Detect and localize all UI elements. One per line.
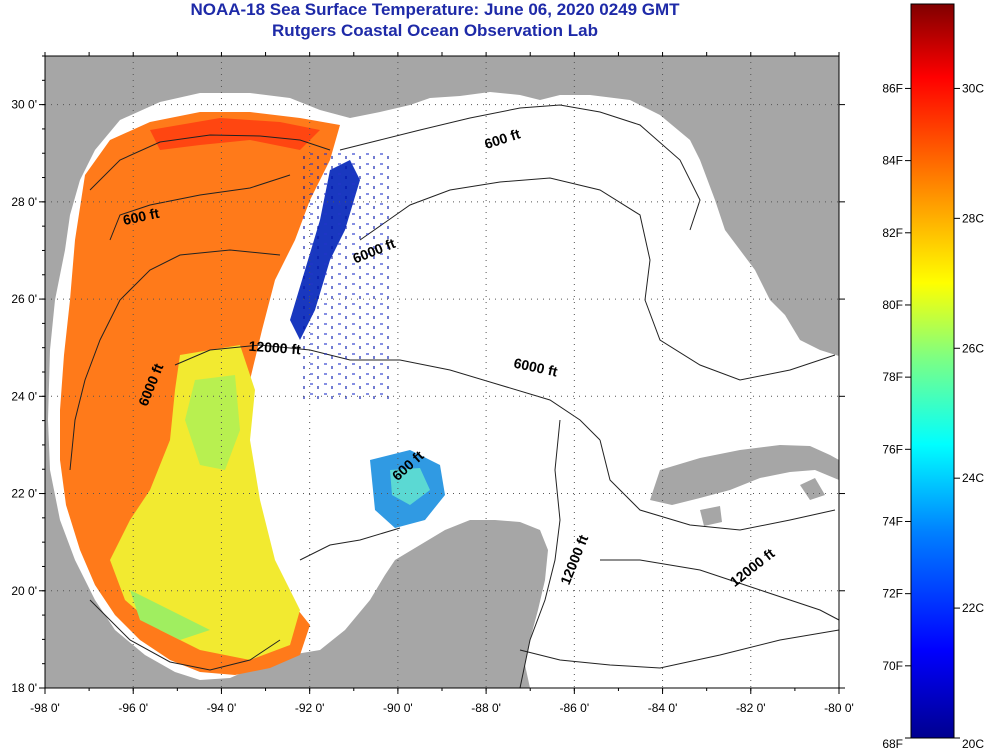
cloud-edge-speckle (300, 150, 390, 400)
lon-tick-label: -86 0' (560, 701, 590, 715)
lon-tick-label: -98 0' (30, 701, 60, 715)
lat-tick-label: 24 0' (11, 389, 37, 403)
land-masses (45, 56, 839, 688)
lon-tick-label: -84 0' (648, 701, 678, 715)
graticule (45, 56, 839, 688)
colorbar-f-label: 80F (882, 298, 903, 312)
colorbar-fahrenheit-labels: 68F 70F 72F 74F 76F 78F 80F 82F 84F 86F (882, 81, 911, 751)
lat-tick-label: 28 0' (11, 195, 37, 209)
colorbar-c-label: 28C (962, 211, 984, 225)
lon-tick-label: -94 0' (207, 701, 237, 715)
colorbar-f-label: 82F (882, 226, 903, 240)
colorbar-f-label: 68F (882, 737, 903, 751)
lon-tick-label: -80 0' (824, 701, 854, 715)
lon-tick-label: -82 0' (736, 701, 766, 715)
sst-imagery (60, 112, 445, 675)
colorbar-f-label: 84F (882, 154, 903, 168)
contour-label: 12000 ft (248, 338, 301, 358)
colorbar (910, 3, 955, 739)
lat-tick-label: 22 0' (11, 487, 37, 501)
colorbar-c-label: 26C (962, 341, 984, 355)
lat-tick-label: 18 0' (11, 681, 37, 695)
bathymetry-contours (69, 104, 840, 689)
lon-tick-label: -96 0' (118, 701, 148, 715)
colorbar-celsius-labels: 20C 22C 24C 26C 28C 30C (954, 81, 984, 751)
colorbar-c-label: 30C (962, 81, 984, 95)
colorbar-f-label: 76F (882, 442, 903, 456)
colorbar-c-label: 24C (962, 471, 984, 485)
map-subtitle: Rutgers Coastal Ocean Observation Lab (272, 21, 598, 40)
latitude-axis: 18 0' 20 0' 22 0' 24 0' 26 0' 28 0' 30 0' (11, 55, 845, 695)
contour-label: 600 ft (121, 205, 160, 228)
lat-tick-label: 20 0' (11, 584, 37, 598)
colorbar-f-label: 86F (882, 81, 903, 95)
lon-tick-label: -90 0' (383, 701, 413, 715)
colorbar-f-label: 78F (882, 370, 903, 384)
longitude-axis: -98 0' -96 0' -94 0' -92 0' -90 0' -88 0' -86 … (30, 52, 854, 715)
lon-tick-label: -92 0' (295, 701, 325, 715)
colorbar-f-label: 70F (882, 659, 903, 673)
lon-tick-label: -88 0' (471, 701, 501, 715)
lat-tick-label: 30 0' (11, 98, 37, 112)
colorbar-f-label: 74F (882, 514, 903, 528)
colorbar-c-label: 22C (962, 601, 984, 615)
colorbar-c-label: 20C (962, 737, 984, 751)
colorbar-f-label: 72F (882, 587, 903, 601)
lat-tick-label: 26 0' (11, 292, 37, 306)
map-title: NOAA-18 Sea Surface Temperature: June 06… (190, 0, 680, 19)
